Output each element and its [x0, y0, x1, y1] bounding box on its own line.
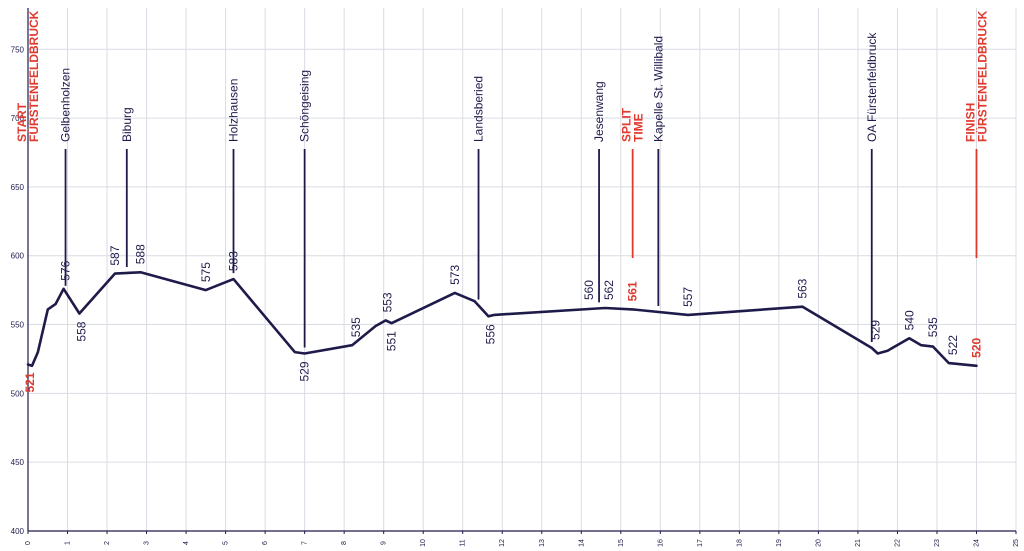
y-tick-label: 450	[11, 458, 25, 467]
elevation-label: 521	[23, 372, 37, 392]
location-label: Biburg	[120, 107, 134, 142]
location-label: Gelbenholzen	[59, 68, 73, 142]
elevation-label: 558	[74, 321, 88, 341]
x-tick-label: 15	[618, 539, 625, 547]
elevation-label: 575	[199, 262, 213, 282]
elevation-label: 551	[385, 331, 399, 351]
elevation-label: 553	[381, 292, 395, 312]
x-tick-label: 6	[262, 541, 269, 545]
x-tick-label: 14	[578, 539, 585, 547]
y-tick-label: 700	[11, 114, 25, 123]
x-tick-label: 2	[104, 541, 111, 545]
y-tick-label: 550	[11, 321, 25, 330]
elevation-label: 587	[108, 245, 122, 265]
x-tick-label: 10	[420, 539, 427, 547]
location-markers	[64, 149, 978, 348]
x-tick-label: 1	[65, 541, 72, 545]
location-label: START	[15, 102, 29, 142]
x-tick-label: 5	[223, 541, 230, 545]
location-label: FINISH	[963, 103, 977, 142]
elevation-label: 560	[582, 280, 596, 300]
x-tick-label: 22	[894, 539, 901, 547]
x-tick-label: 23	[934, 539, 941, 547]
location-label: OA Fürstenfeldbruck	[865, 32, 879, 142]
x-tick-label: 9	[381, 541, 388, 545]
x-tick-label: 8	[341, 541, 348, 545]
elevation-label: 529	[869, 320, 883, 340]
location-label: Kapelle St. Willibald	[651, 36, 665, 142]
x-tick-label: 25	[1013, 539, 1020, 547]
x-tick-label: 4	[183, 541, 190, 545]
x-tick-label: 0	[25, 541, 32, 545]
location-label: Holzhausen	[227, 79, 241, 142]
elevation-label: 576	[59, 260, 73, 280]
grid	[28, 8, 1017, 531]
x-tick-label: 3	[144, 541, 151, 545]
elevation-label: 563	[796, 278, 810, 298]
elevation-label: 562	[602, 280, 616, 300]
elevation-label: 557	[681, 287, 695, 307]
elevation-label: 588	[134, 244, 148, 264]
elevation-label: 529	[298, 361, 312, 381]
elevation-label: 540	[902, 310, 916, 330]
elevation-label: 535	[349, 317, 363, 337]
elevation-label: 556	[483, 324, 497, 344]
location-label: Landsberied	[472, 76, 486, 142]
profile-series	[26, 270, 978, 368]
x-tick-label: 11	[460, 539, 467, 546]
x-tick-label: 20	[815, 539, 822, 547]
x-tick-label: 21	[855, 539, 862, 547]
location-label: Schöngeising	[298, 70, 312, 142]
x-tick-label: 13	[539, 539, 546, 547]
location-label: FÜRSTENFELDBRUCK	[974, 10, 989, 142]
y-tick-label: 650	[11, 183, 25, 192]
elevation-label: 535	[926, 317, 940, 337]
elevation-label: 583	[227, 251, 241, 271]
elevation-label: 522	[946, 335, 960, 355]
location-label: Jesenwang	[592, 81, 606, 142]
location-label: TIME	[632, 113, 646, 142]
elevation-label: 561	[626, 281, 640, 301]
x-tick-label: 12	[499, 539, 506, 547]
elevation-line	[26, 270, 978, 368]
x-tick-label: 19	[776, 539, 783, 547]
elevation-label: 573	[448, 265, 462, 285]
location-label: FÜRSTENFELDBRUCK	[26, 10, 41, 142]
x-tick-label: 17	[697, 539, 704, 547]
x-tick-label: 7	[302, 541, 309, 545]
location-label: SPLIT	[620, 107, 634, 142]
y-tick-label: 400	[11, 527, 25, 536]
elevation-label: 520	[969, 337, 983, 357]
elevation-labels: 521 576 558 587 588 575 583 529 535 553 551 573 556 5…	[23, 244, 984, 393]
x-tick-label: 16	[657, 539, 664, 547]
x-tick-label: 24	[973, 539, 980, 547]
x-tick-label: 18	[736, 539, 743, 547]
y-tick-label: 750	[11, 45, 25, 54]
y-tick-label: 500	[11, 389, 25, 398]
y-tick-label: 600	[11, 252, 25, 261]
